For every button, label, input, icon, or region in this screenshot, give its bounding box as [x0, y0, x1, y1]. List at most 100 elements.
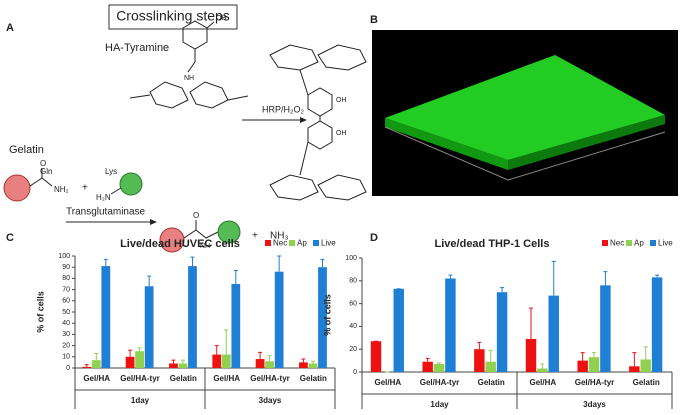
y-tick-label: 60 — [62, 298, 70, 305]
arrowhead — [300, 117, 307, 123]
group-label: 1day — [430, 400, 449, 409]
bar — [265, 361, 275, 368]
error-bar — [320, 258, 325, 268]
legend-swatch — [289, 240, 295, 246]
legend-swatch — [626, 240, 632, 246]
error-bar — [224, 329, 229, 355]
bar — [82, 366, 92, 368]
bond — [183, 220, 219, 239]
bar — [548, 295, 559, 372]
error-bar — [84, 364, 89, 367]
y-tick-label: 40 — [349, 323, 357, 330]
bar — [101, 266, 111, 368]
bar — [255, 359, 265, 368]
gelatin-bead — [3, 174, 31, 202]
bar — [474, 349, 485, 372]
x-tick-label: Gelatin — [170, 374, 197, 383]
error-bar — [214, 345, 219, 355]
error-bar — [425, 357, 430, 362]
error-bar — [437, 362, 442, 365]
legend-swatch — [602, 240, 608, 246]
atom-label: NH — [184, 75, 194, 82]
group-label: 3days — [583, 400, 606, 409]
legend-label: Ap — [297, 239, 307, 248]
compound-label: Gelatin — [9, 144, 44, 156]
hydrogel-side — [508, 115, 665, 170]
bar — [169, 363, 178, 368]
bar — [600, 285, 611, 372]
legend-label: Ap — [634, 239, 644, 248]
y-tick-label: 40 — [62, 320, 70, 327]
bar — [91, 360, 101, 368]
x-tick-label: Gel/HA — [529, 378, 556, 387]
ha-tyramine-structure — [129, 20, 249, 109]
bar — [577, 360, 588, 372]
y-tick-label: 70 — [62, 286, 70, 293]
atom-label: O — [40, 159, 46, 168]
plus-sign: + — [252, 231, 258, 242]
x-tick-label: Gelatin — [300, 374, 327, 383]
bond — [29, 168, 53, 187]
error-bar — [632, 352, 637, 367]
panel-label: D — [370, 232, 378, 244]
legend-swatch — [313, 240, 319, 246]
y-tick-label: 90 — [62, 264, 70, 271]
y-tick-label: 60 — [349, 300, 357, 307]
error-bar — [147, 275, 152, 287]
error-bar — [500, 287, 505, 293]
bar — [588, 357, 600, 372]
error-bar — [540, 363, 545, 369]
y-axis-label: % of cells — [35, 291, 45, 333]
compound-label: HA-Tyramine — [105, 42, 169, 54]
y-tick-label: 0 — [66, 365, 70, 372]
x-tick-label: Gel/HA — [213, 374, 240, 383]
chart-title: Live/dead HUVEC cells — [120, 238, 240, 250]
bar — [433, 364, 445, 372]
bar — [212, 354, 222, 368]
y-tick-label: 80 — [349, 278, 357, 285]
atom-label: NH₂ — [54, 185, 69, 194]
y-axis-label: % of cells — [322, 294, 332, 336]
chart-title: Live/dead THP-1 Cells — [435, 238, 550, 250]
error-bar — [529, 307, 534, 339]
bar — [125, 356, 135, 368]
error-bar — [580, 352, 585, 361]
error-bar — [180, 359, 185, 364]
bar — [188, 266, 197, 368]
y-tick-label: 80 — [62, 275, 70, 282]
x-tick-label: Gel/HA — [83, 374, 110, 383]
legend-label: Live — [658, 239, 673, 248]
bar — [525, 338, 537, 372]
bar — [393, 288, 404, 372]
legend-label: Live — [321, 239, 336, 248]
y-tick-label: 20 — [349, 346, 357, 353]
group-label: 3days — [259, 396, 282, 405]
error-bar — [477, 341, 482, 350]
error-bar — [448, 274, 453, 279]
gelatin-bead — [159, 227, 185, 253]
bar — [318, 267, 327, 368]
hydrogel-side — [385, 118, 508, 170]
compound-label: Lys — [105, 167, 117, 176]
byproduct: NH₃ — [270, 231, 289, 242]
legend-swatch — [650, 240, 656, 246]
bar — [274, 271, 284, 368]
lysine-bead — [119, 172, 143, 196]
panel-title: Crosslinking steps — [116, 8, 230, 24]
atom-label: H₂N — [96, 193, 111, 202]
atom-label: OH — [336, 97, 347, 104]
error-bar — [171, 359, 176, 364]
y-tick-label: 30 — [62, 331, 70, 338]
bar — [640, 359, 651, 372]
error-bar — [643, 346, 648, 360]
y-tick-label: 100 — [345, 255, 357, 262]
arrowhead — [150, 219, 157, 225]
error-bar — [655, 274, 660, 278]
error-bar — [190, 256, 195, 267]
bar — [178, 363, 188, 368]
bar — [629, 366, 640, 372]
bar — [308, 363, 318, 368]
y-tick-label: 50 — [62, 309, 70, 316]
error-bar — [592, 352, 597, 358]
atom-label: O — [193, 211, 199, 220]
